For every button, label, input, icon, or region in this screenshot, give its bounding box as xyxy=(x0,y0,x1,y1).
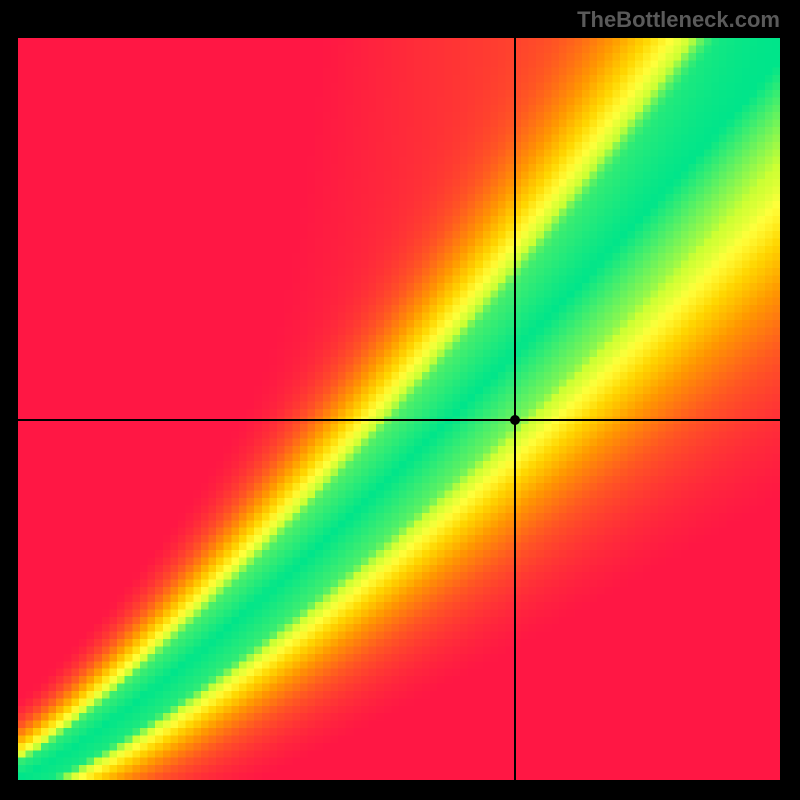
crosshair-horizontal xyxy=(18,419,780,421)
watermark-text: TheBottleneck.com xyxy=(577,7,780,33)
crosshair-marker xyxy=(510,415,520,425)
bottleneck-heatmap xyxy=(18,38,780,780)
crosshair-vertical xyxy=(514,38,516,780)
